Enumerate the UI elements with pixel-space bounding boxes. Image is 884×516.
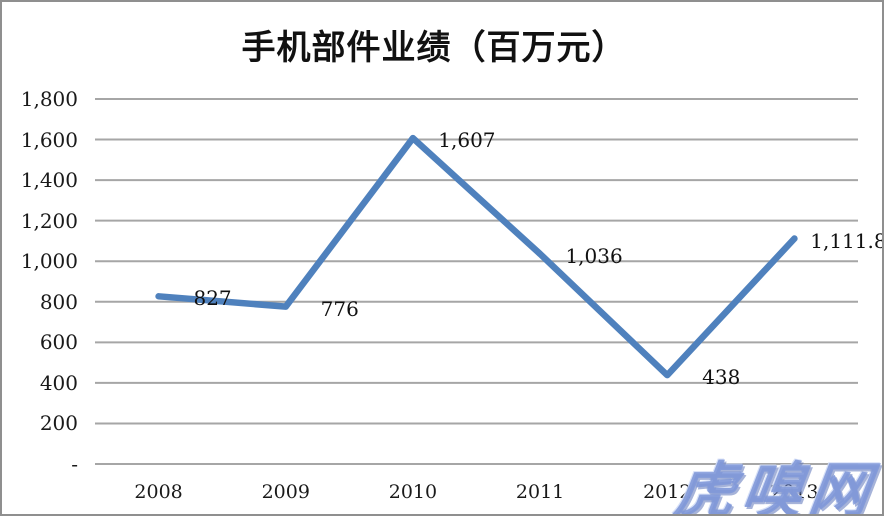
- data-point-label: 438: [702, 365, 741, 390]
- data-point-label: 827: [193, 286, 232, 311]
- y-tick-label: 200: [39, 411, 78, 436]
- chart-title: 手机部件业绩（百万元）: [241, 28, 627, 68]
- data-point-label: 1,111.8: [810, 228, 884, 253]
- x-tick-label: 2008: [134, 481, 183, 503]
- y-tick-label: 1,600: [20, 127, 78, 152]
- y-tick-label: 1,000: [20, 249, 78, 274]
- y-tick-label: 800: [39, 289, 78, 314]
- data-point-label: 1,036: [565, 243, 623, 268]
- x-tick-label: 2010: [388, 481, 438, 503]
- x-tick-label: 2013: [770, 481, 819, 503]
- x-tick-label: 2011: [515, 481, 565, 503]
- y-tick-label: 1,800: [20, 87, 78, 111]
- y-tick-label: 1,400: [20, 168, 78, 193]
- y-tick-label: 600: [39, 330, 78, 355]
- data-point-label: 1,607: [438, 128, 496, 153]
- y-tick-label: -: [71, 452, 78, 476]
- data-point-label: 776: [320, 296, 359, 321]
- data-line-series: [155, 134, 798, 379]
- y-tick-label: 1,200: [20, 208, 78, 233]
- y-tick-label: 400: [39, 370, 78, 395]
- x-tick-label: 2012: [643, 481, 692, 503]
- x-tick-label: 2009: [261, 481, 310, 503]
